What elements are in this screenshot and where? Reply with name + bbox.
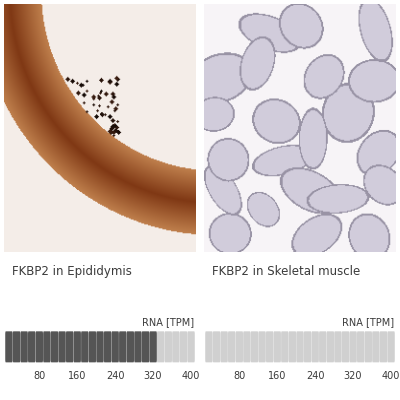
FancyBboxPatch shape: [350, 331, 357, 362]
FancyBboxPatch shape: [251, 331, 258, 362]
Text: FKBP2 in Skeletal muscle: FKBP2 in Skeletal muscle: [212, 265, 360, 278]
FancyBboxPatch shape: [134, 331, 142, 362]
FancyBboxPatch shape: [357, 331, 364, 362]
FancyBboxPatch shape: [20, 331, 28, 362]
Text: 80: 80: [234, 371, 246, 381]
FancyBboxPatch shape: [81, 331, 88, 362]
FancyBboxPatch shape: [66, 331, 73, 362]
Text: 240: 240: [306, 371, 324, 381]
FancyBboxPatch shape: [327, 331, 334, 362]
FancyBboxPatch shape: [243, 331, 250, 362]
FancyBboxPatch shape: [150, 331, 157, 362]
Text: FKBP2 in Epididymis: FKBP2 in Epididymis: [12, 265, 132, 278]
Text: 160: 160: [268, 371, 286, 381]
Text: 80: 80: [34, 371, 46, 381]
FancyBboxPatch shape: [28, 331, 36, 362]
FancyBboxPatch shape: [296, 331, 304, 362]
FancyBboxPatch shape: [36, 331, 43, 362]
FancyBboxPatch shape: [274, 331, 281, 362]
FancyBboxPatch shape: [104, 331, 111, 362]
Text: RNA [TPM]: RNA [TPM]: [142, 317, 194, 327]
Text: 320: 320: [344, 371, 362, 381]
FancyBboxPatch shape: [51, 331, 58, 362]
FancyBboxPatch shape: [266, 331, 273, 362]
FancyBboxPatch shape: [228, 331, 236, 362]
Text: 320: 320: [144, 371, 162, 381]
FancyBboxPatch shape: [13, 331, 20, 362]
FancyBboxPatch shape: [112, 331, 119, 362]
FancyBboxPatch shape: [213, 331, 220, 362]
Text: RNA [TPM]: RNA [TPM]: [342, 317, 394, 327]
Text: 160: 160: [68, 371, 86, 381]
FancyBboxPatch shape: [172, 331, 180, 362]
FancyBboxPatch shape: [127, 331, 134, 362]
FancyBboxPatch shape: [220, 331, 228, 362]
FancyBboxPatch shape: [372, 331, 380, 362]
FancyBboxPatch shape: [142, 331, 149, 362]
FancyBboxPatch shape: [319, 331, 326, 362]
FancyBboxPatch shape: [312, 331, 319, 362]
FancyBboxPatch shape: [180, 331, 187, 362]
Text: 400: 400: [381, 371, 400, 381]
FancyBboxPatch shape: [43, 331, 50, 362]
FancyBboxPatch shape: [342, 331, 349, 362]
FancyBboxPatch shape: [187, 331, 195, 362]
FancyBboxPatch shape: [205, 331, 213, 362]
FancyBboxPatch shape: [89, 331, 96, 362]
FancyBboxPatch shape: [334, 331, 342, 362]
FancyBboxPatch shape: [119, 331, 126, 362]
FancyBboxPatch shape: [157, 331, 164, 362]
FancyBboxPatch shape: [5, 331, 13, 362]
Text: 240: 240: [106, 371, 124, 381]
FancyBboxPatch shape: [304, 331, 311, 362]
FancyBboxPatch shape: [289, 331, 296, 362]
FancyBboxPatch shape: [164, 331, 172, 362]
FancyBboxPatch shape: [58, 331, 66, 362]
FancyBboxPatch shape: [258, 331, 266, 362]
FancyBboxPatch shape: [96, 331, 104, 362]
FancyBboxPatch shape: [236, 331, 243, 362]
FancyBboxPatch shape: [74, 331, 81, 362]
FancyBboxPatch shape: [281, 331, 288, 362]
FancyBboxPatch shape: [387, 331, 395, 362]
FancyBboxPatch shape: [380, 331, 387, 362]
Text: 400: 400: [181, 371, 200, 381]
FancyBboxPatch shape: [364, 331, 372, 362]
